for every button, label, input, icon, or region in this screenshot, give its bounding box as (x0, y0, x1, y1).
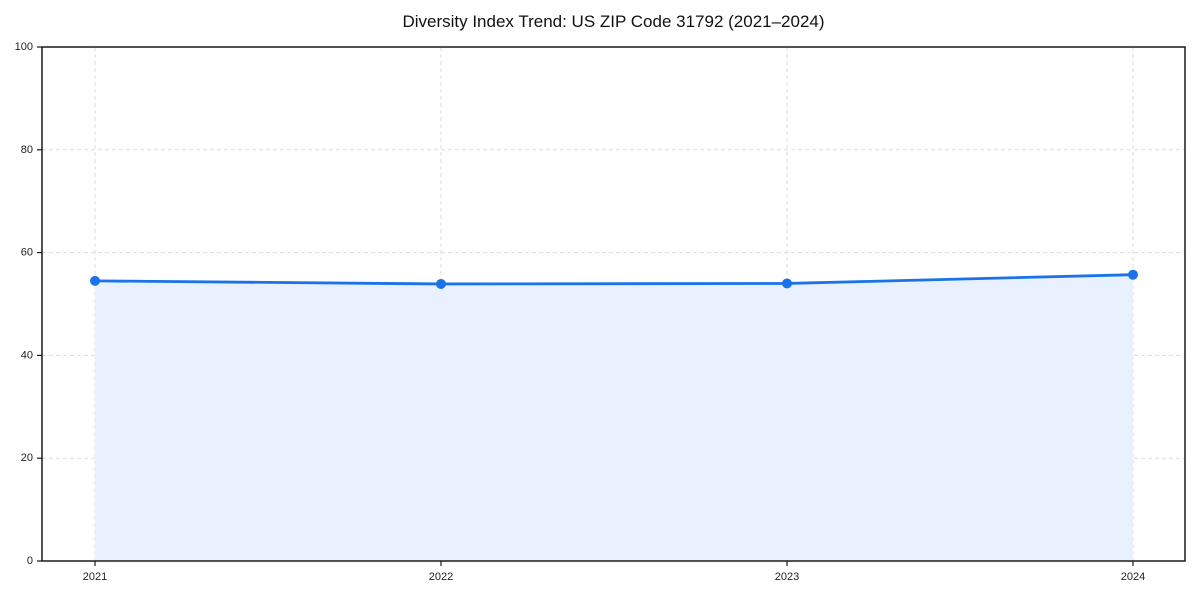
x-tick-label-2022: 2022 (429, 571, 453, 583)
y-tick-label-40: 40 (21, 349, 33, 361)
x-tick-label-2021: 2021 (83, 571, 107, 583)
data-point-2024 (1128, 269, 1138, 280)
y-tick-label-60: 60 (21, 247, 33, 259)
y-tick-label-0: 0 (27, 555, 33, 567)
area-fill (95, 274, 1133, 561)
trend-line (93, 273, 1135, 286)
data-point-2023 (782, 278, 792, 289)
data-point-2021 (90, 275, 100, 286)
chart-title: Diversity Index Trend: US ZIP Code 31792… (402, 12, 825, 31)
data-point-2022 (436, 278, 446, 289)
y-tick-label-100: 100 (15, 41, 33, 53)
y-tick-label-80: 80 (21, 144, 33, 156)
x-tick-label-2024: 2024 (1121, 571, 1145, 583)
x-tick-label-2023: 2023 (775, 571, 799, 583)
plot-border (41, 46, 1186, 562)
y-tick-label-20: 20 (21, 452, 33, 464)
